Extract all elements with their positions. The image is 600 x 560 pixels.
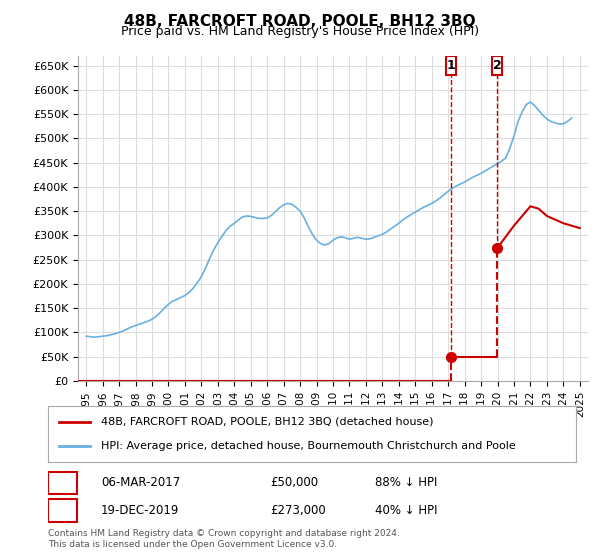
- Bar: [48, 500, 77, 522]
- Bar: [446, 56, 456, 76]
- Text: 19-DEC-2019: 19-DEC-2019: [101, 504, 179, 517]
- Text: 06-MAR-2017: 06-MAR-2017: [101, 477, 180, 489]
- Text: 2: 2: [493, 59, 502, 72]
- Text: 48B, FARCROFT ROAD, POOLE, BH12 3BQ: 48B, FARCROFT ROAD, POOLE, BH12 3BQ: [124, 14, 476, 29]
- Text: 2: 2: [58, 504, 67, 517]
- Text: Contains HM Land Registry data © Crown copyright and database right 2024.
This d: Contains HM Land Registry data © Crown c…: [48, 529, 400, 549]
- Text: 48B, FARCROFT ROAD, POOLE, BH12 3BQ (detached house): 48B, FARCROFT ROAD, POOLE, BH12 3BQ (det…: [101, 417, 433, 427]
- Text: £50,000: £50,000: [270, 477, 318, 489]
- Text: Price paid vs. HM Land Registry's House Price Index (HPI): Price paid vs. HM Land Registry's House …: [121, 25, 479, 38]
- Text: £273,000: £273,000: [270, 504, 326, 517]
- Text: 40% ↓ HPI: 40% ↓ HPI: [376, 504, 438, 517]
- Bar: [48, 472, 77, 494]
- Text: 1: 1: [446, 59, 455, 72]
- Text: HPI: Average price, detached house, Bournemouth Christchurch and Poole: HPI: Average price, detached house, Bour…: [101, 441, 515, 451]
- Text: 1: 1: [58, 477, 67, 489]
- Bar: [492, 56, 502, 76]
- Text: 88% ↓ HPI: 88% ↓ HPI: [376, 477, 438, 489]
